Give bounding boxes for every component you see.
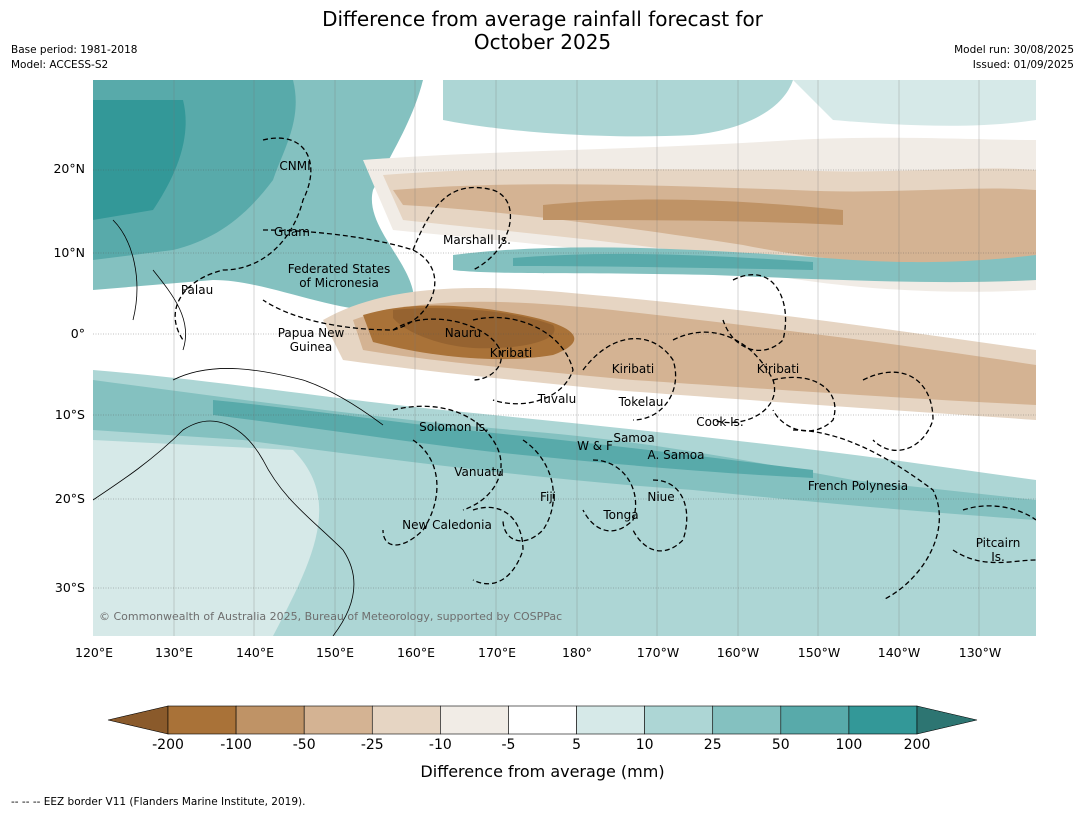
- place-label: CNMI: [279, 159, 311, 173]
- lat-label: 30°S: [54, 580, 85, 595]
- place-label: Federated States: [287, 262, 391, 276]
- colorbar-swatch: [576, 705, 645, 735]
- place-label: Samoa: [613, 431, 655, 445]
- colorbar-svg: [107, 705, 978, 735]
- colorbar-swatch: [508, 705, 577, 735]
- colorbar-swatch: [440, 705, 509, 735]
- place-label: Kiribati: [611, 362, 655, 376]
- lon-label: 140°W: [877, 645, 921, 660]
- colorbar-tick-label: 50: [771, 737, 790, 753]
- lat-label: 20°N: [53, 161, 85, 176]
- rainfall-map-svg: [93, 80, 1036, 636]
- title-line-1: Difference from average rainfall forecas…: [322, 7, 763, 31]
- footnote: -- -- -- EEZ border V11 (Flanders Marine…: [11, 796, 306, 808]
- title-line-2: October 2025: [473, 30, 612, 54]
- colorbar-swatch: [712, 705, 782, 735]
- place-label: Pitcairn: [975, 536, 1021, 550]
- rainfall-map: [93, 80, 1036, 636]
- place-label: Papua New: [277, 326, 345, 340]
- colorbar-extend-low: [107, 705, 169, 735]
- place-label: French Polynesia: [807, 479, 909, 493]
- place-label: Palau: [180, 283, 214, 297]
- meta-left: Base period: 1981-2018 Model: ACCESS-S2: [11, 43, 137, 73]
- colorbar-swatch: [303, 705, 373, 735]
- lon-label: 170°W: [636, 645, 680, 660]
- place-label: New Caledonia: [402, 518, 492, 532]
- place-label: Tonga: [603, 508, 639, 522]
- lon-label: 130°E: [154, 645, 194, 660]
- place-label: Guinea: [289, 340, 333, 354]
- colorbar-tick-label: 100: [835, 737, 863, 753]
- place-label: A. Samoa: [647, 448, 705, 462]
- colorbar-swatch: [371, 705, 441, 735]
- colorbar-tick-label: -200: [152, 737, 184, 753]
- colorbar-tick-label: -100: [220, 737, 252, 753]
- lon-label: 180°: [561, 645, 593, 660]
- colorbar-tick-label: 25: [703, 737, 722, 753]
- lat-label: 10°S: [54, 407, 85, 422]
- colorbar-tick-label: 5: [572, 737, 581, 753]
- colorbar-swatch: [167, 705, 237, 735]
- colorbar: [0, 700, 1085, 770]
- place-label: Vanuatu: [454, 465, 504, 479]
- colorbar-tick-label: -25: [360, 737, 384, 753]
- model-run: Model run: 30/08/2025: [954, 44, 1074, 56]
- place-label: Solomon Is.: [419, 420, 489, 434]
- colorbar-tick-label: -50: [292, 737, 316, 753]
- place-label: Tokelau: [618, 395, 664, 409]
- base-period: Base period: 1981-2018: [11, 44, 138, 56]
- lat-label: 10°N: [53, 245, 85, 260]
- colorbar-tick-label: -10: [428, 737, 452, 753]
- colorbar-tick-label: 10: [635, 737, 654, 753]
- colorbar-tick-label: -5: [501, 737, 516, 753]
- place-label: W & F: [577, 439, 613, 453]
- lat-label: 0°: [70, 326, 85, 341]
- place-label: Guam: [274, 225, 310, 239]
- lon-label: 160°W: [716, 645, 760, 660]
- place-label: Nauru: [444, 326, 482, 340]
- place-label: Tuvalu: [537, 392, 577, 406]
- place-label: Kiribati: [756, 362, 800, 376]
- colorbar-swatch: [644, 705, 714, 735]
- model-name: Model: ACCESS-S2: [11, 59, 109, 71]
- colorbar-extend-high: [916, 705, 978, 735]
- map-title: Difference from average rainfall forecas…: [0, 8, 1085, 54]
- colorbar-label: Difference from average (mm): [420, 762, 665, 781]
- lon-label: 150°W: [797, 645, 841, 660]
- issued-date: Issued: 01/09/2025: [972, 59, 1074, 71]
- lon-label: 150°E: [315, 645, 355, 660]
- lon-label: 130°W: [958, 645, 1002, 660]
- place-label: Is.: [991, 550, 1005, 564]
- lat-label: 20°S: [54, 491, 85, 506]
- colorbar-tick-label: 200: [903, 737, 931, 753]
- lon-label: 160°E: [396, 645, 436, 660]
- lon-label: 140°E: [235, 645, 275, 660]
- place-label: Cook Is.: [696, 415, 744, 429]
- colorbar-swatch: [848, 705, 918, 735]
- place-label: Marshall Is.: [443, 233, 511, 247]
- place-label: Kiribati: [489, 346, 533, 360]
- place-label: Niue: [647, 490, 675, 504]
- place-label: Fiji: [539, 490, 557, 504]
- lon-label: 170°E: [477, 645, 517, 660]
- meta-right: Model run: 30/08/2025 Issued: 01/09/2025: [954, 43, 1074, 73]
- colorbar-swatch: [235, 705, 305, 735]
- copyright: © Commonwealth of Australia 2025, Bureau…: [99, 610, 563, 623]
- colorbar-swatch: [780, 705, 850, 735]
- place-label: of Micronesia: [299, 276, 379, 290]
- lon-label: 120°E: [74, 645, 114, 660]
